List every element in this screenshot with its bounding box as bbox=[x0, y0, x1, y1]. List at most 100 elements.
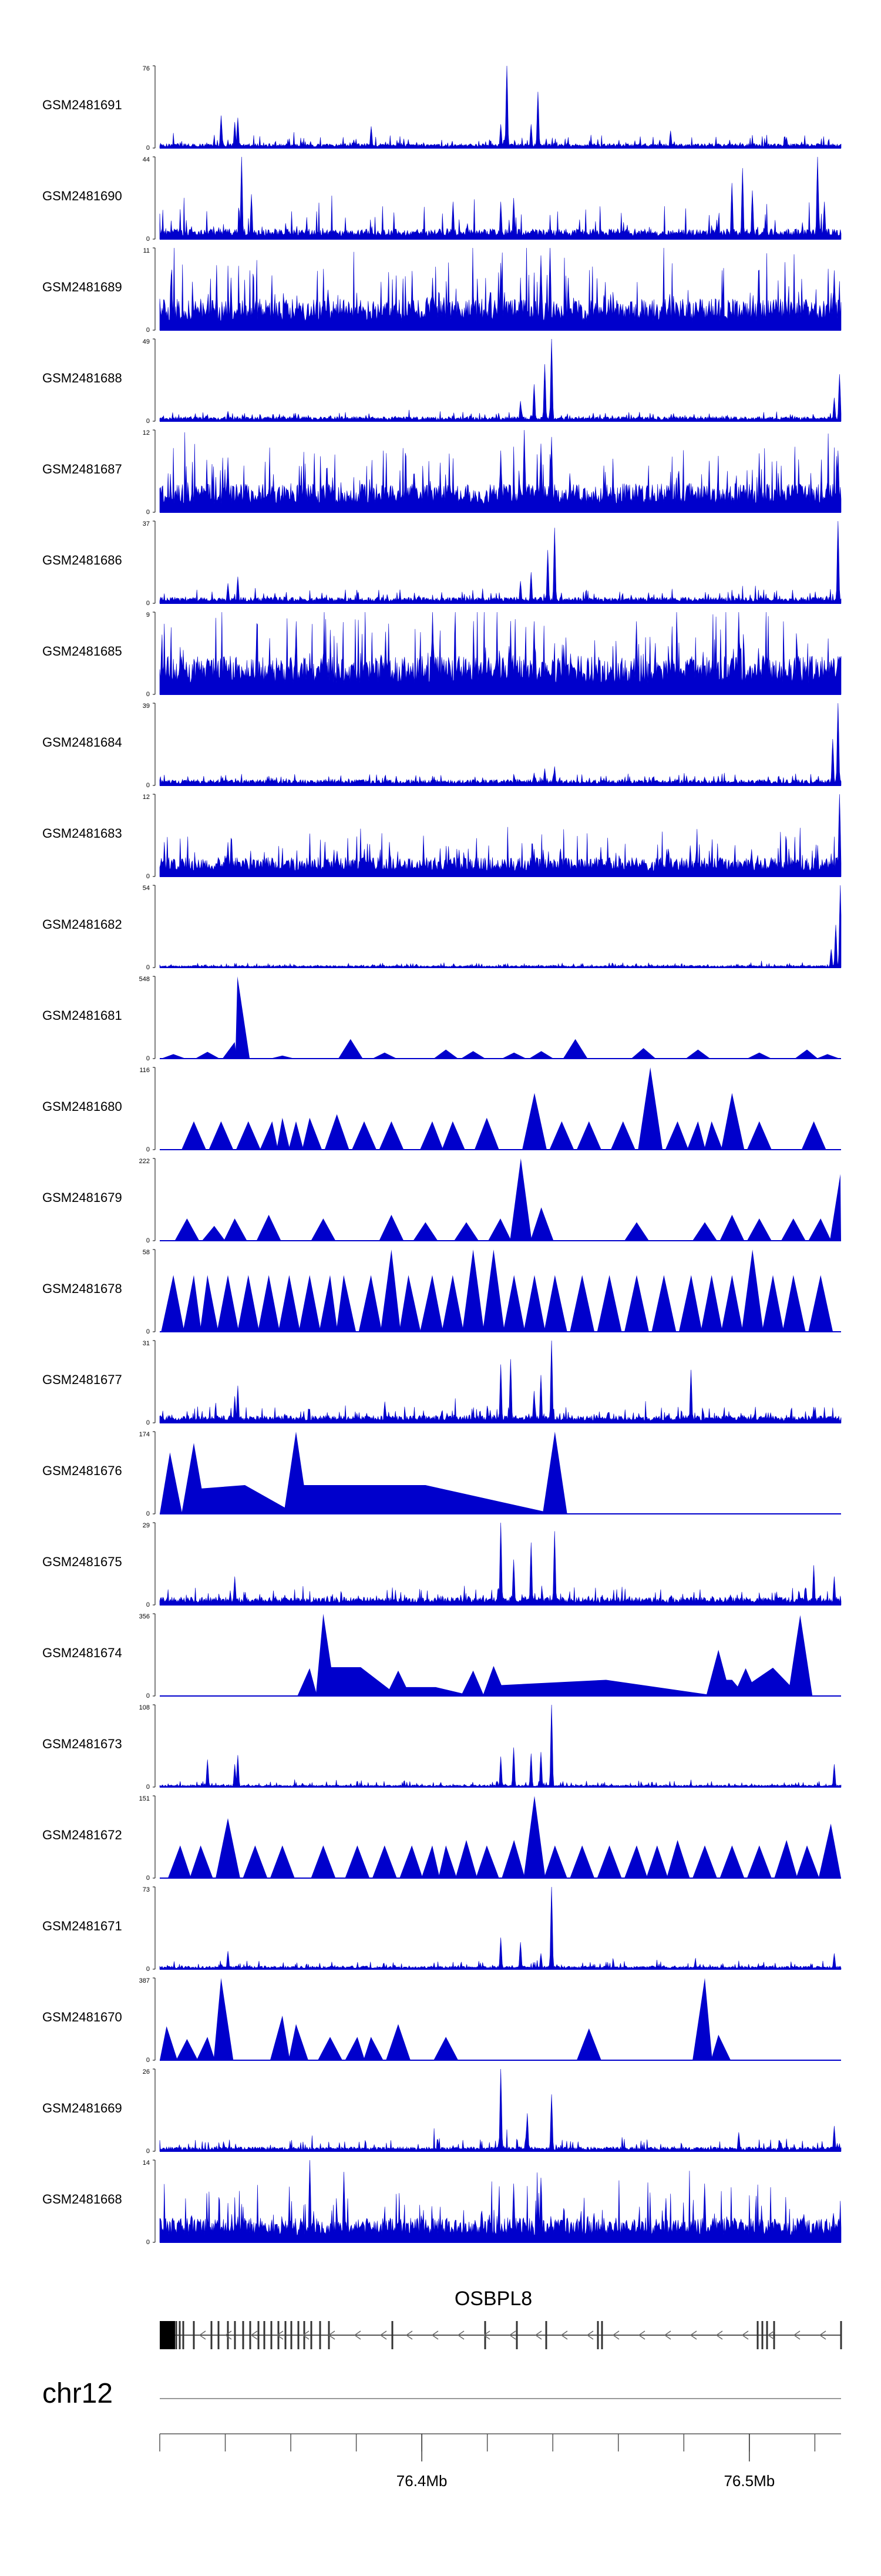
coverage-peak bbox=[236, 1121, 261, 1150]
coverage-peak bbox=[160, 1452, 183, 1514]
track-ymin-label: 0 bbox=[146, 600, 150, 607]
coverage-peak bbox=[549, 1121, 574, 1150]
coverage-peak bbox=[161, 1275, 184, 1332]
gene-exon bbox=[297, 2321, 300, 2349]
track-ymin-label: 0 bbox=[146, 1237, 150, 1244]
coverage-peak bbox=[235, 976, 250, 1059]
coverage-peak bbox=[288, 1121, 304, 1150]
coverage-ramp bbox=[296, 1485, 555, 1514]
coverage-peak bbox=[816, 1054, 840, 1059]
coverage-peak bbox=[624, 1845, 648, 1878]
coverage-peak bbox=[243, 1845, 268, 1878]
gene-exon bbox=[391, 2321, 394, 2349]
track-ymin-label: 0 bbox=[146, 1601, 150, 1608]
coverage-peak bbox=[319, 1275, 338, 1332]
gene-exon bbox=[766, 2321, 768, 2349]
gene-exon bbox=[290, 2321, 292, 2349]
track-ymin-label: 0 bbox=[146, 327, 150, 334]
coverage-peak bbox=[646, 1845, 668, 1878]
gene-exon bbox=[310, 2321, 312, 2349]
coverage-peak bbox=[298, 1275, 321, 1332]
coverage-peak bbox=[433, 1049, 459, 1059]
strand-arrow bbox=[715, 2330, 723, 2340]
track-ymin-label: 0 bbox=[146, 691, 150, 698]
coverage-peak bbox=[196, 2037, 215, 2060]
coverage-peak bbox=[181, 1121, 206, 1150]
track-ymax-label: 14 bbox=[143, 2159, 150, 2167]
coverage-peak bbox=[413, 1222, 438, 1241]
coverage-peak bbox=[167, 1845, 191, 1878]
track-ymax-label: 12 bbox=[143, 794, 150, 801]
coverage-peak bbox=[570, 1275, 595, 1332]
coverage-peak bbox=[638, 1067, 663, 1150]
gene-exon bbox=[319, 2321, 321, 2349]
track-label: GSM2481671 bbox=[42, 1919, 122, 1933]
coverage-area bbox=[159, 1340, 842, 1423]
coverage-peak bbox=[510, 1158, 532, 1241]
track-GSM2481674: GSM2481674 356 0 bbox=[42, 1613, 841, 1700]
coverage-peak bbox=[704, 1121, 723, 1150]
coverage-peak bbox=[719, 1845, 745, 1878]
strand-arrow bbox=[638, 2330, 645, 2340]
gene-exon bbox=[277, 2321, 280, 2349]
track-label: GSM2481673 bbox=[42, 1737, 122, 1751]
axis-tick-label: 76.4Mb bbox=[396, 2472, 448, 2490]
coverage-peak bbox=[529, 1051, 554, 1059]
chromosome-label: chr12 bbox=[42, 2378, 113, 2409]
track-GSM2481686: GSM2481686 37 0 bbox=[42, 520, 842, 607]
track-label: GSM2481668 bbox=[42, 2192, 122, 2206]
coverage-area bbox=[159, 247, 842, 331]
track-GSM2481677: GSM2481677 31 0 bbox=[42, 1340, 842, 1426]
coverage-peak bbox=[379, 1214, 404, 1241]
coverage-area bbox=[159, 703, 842, 786]
track-ymax-label: 54 bbox=[143, 885, 150, 892]
strand-arrow bbox=[250, 2330, 258, 2340]
coverage-peak bbox=[336, 1275, 357, 1332]
strand-arrow bbox=[457, 2330, 465, 2340]
strand-arrow bbox=[612, 2330, 620, 2340]
coverage-peak bbox=[442, 1275, 464, 1332]
gene-exon bbox=[597, 2321, 599, 2349]
track-GSM2481684: GSM2481684 39 0 bbox=[42, 703, 842, 789]
coverage-peak bbox=[781, 1218, 806, 1241]
coverage-peak bbox=[420, 1275, 443, 1332]
axis-tick-label: 76.5Mb bbox=[724, 2472, 775, 2490]
coverage-peak bbox=[256, 1214, 281, 1241]
coverage-peak bbox=[597, 1275, 622, 1332]
track-GSM2481681: GSM2481681 548 0 bbox=[42, 976, 841, 1062]
track-ymax-label: 73 bbox=[143, 1886, 150, 1893]
coverage-peak bbox=[503, 1275, 525, 1332]
coverage-area bbox=[159, 156, 842, 240]
track-ymin-label: 0 bbox=[146, 1146, 150, 1153]
coverage-area bbox=[159, 429, 842, 513]
coverage-peak bbox=[624, 1275, 649, 1332]
track-ymax-label: 39 bbox=[143, 703, 150, 710]
coverage-area bbox=[159, 65, 842, 149]
coverage-ramp bbox=[194, 1485, 296, 1514]
coverage-peak bbox=[796, 1845, 819, 1878]
coverage-peak bbox=[270, 1845, 295, 1878]
coverage-peak bbox=[544, 1845, 567, 1878]
gene-exon bbox=[840, 2321, 842, 2349]
strand-arrow bbox=[560, 2330, 568, 2340]
coverage-peak bbox=[563, 1039, 588, 1059]
track-ymin-label: 0 bbox=[146, 1966, 150, 1973]
coverage-peak bbox=[433, 2037, 459, 2060]
strand-arrow bbox=[819, 2330, 826, 2340]
gene-exon bbox=[175, 2321, 177, 2349]
coverage-area bbox=[159, 1886, 842, 1970]
coverage-peak bbox=[380, 1250, 401, 1332]
strand-arrow bbox=[431, 2330, 439, 2340]
coverage-peak bbox=[795, 1049, 818, 1059]
track-ymax-label: 26 bbox=[143, 2068, 150, 2075]
coverage-peak bbox=[358, 1275, 382, 1332]
track-ymax-label: 44 bbox=[143, 156, 150, 163]
gene-exon bbox=[227, 2321, 229, 2349]
coverage-peak bbox=[176, 2038, 198, 2060]
coverage-peak bbox=[685, 1049, 711, 1059]
track-ymin-label: 0 bbox=[146, 1328, 150, 1335]
track-ymin-label: 0 bbox=[146, 1875, 150, 1882]
track-ymax-label: 29 bbox=[143, 1522, 150, 1529]
track-ymin-label: 0 bbox=[146, 236, 150, 243]
coverage-peak bbox=[808, 1218, 832, 1241]
